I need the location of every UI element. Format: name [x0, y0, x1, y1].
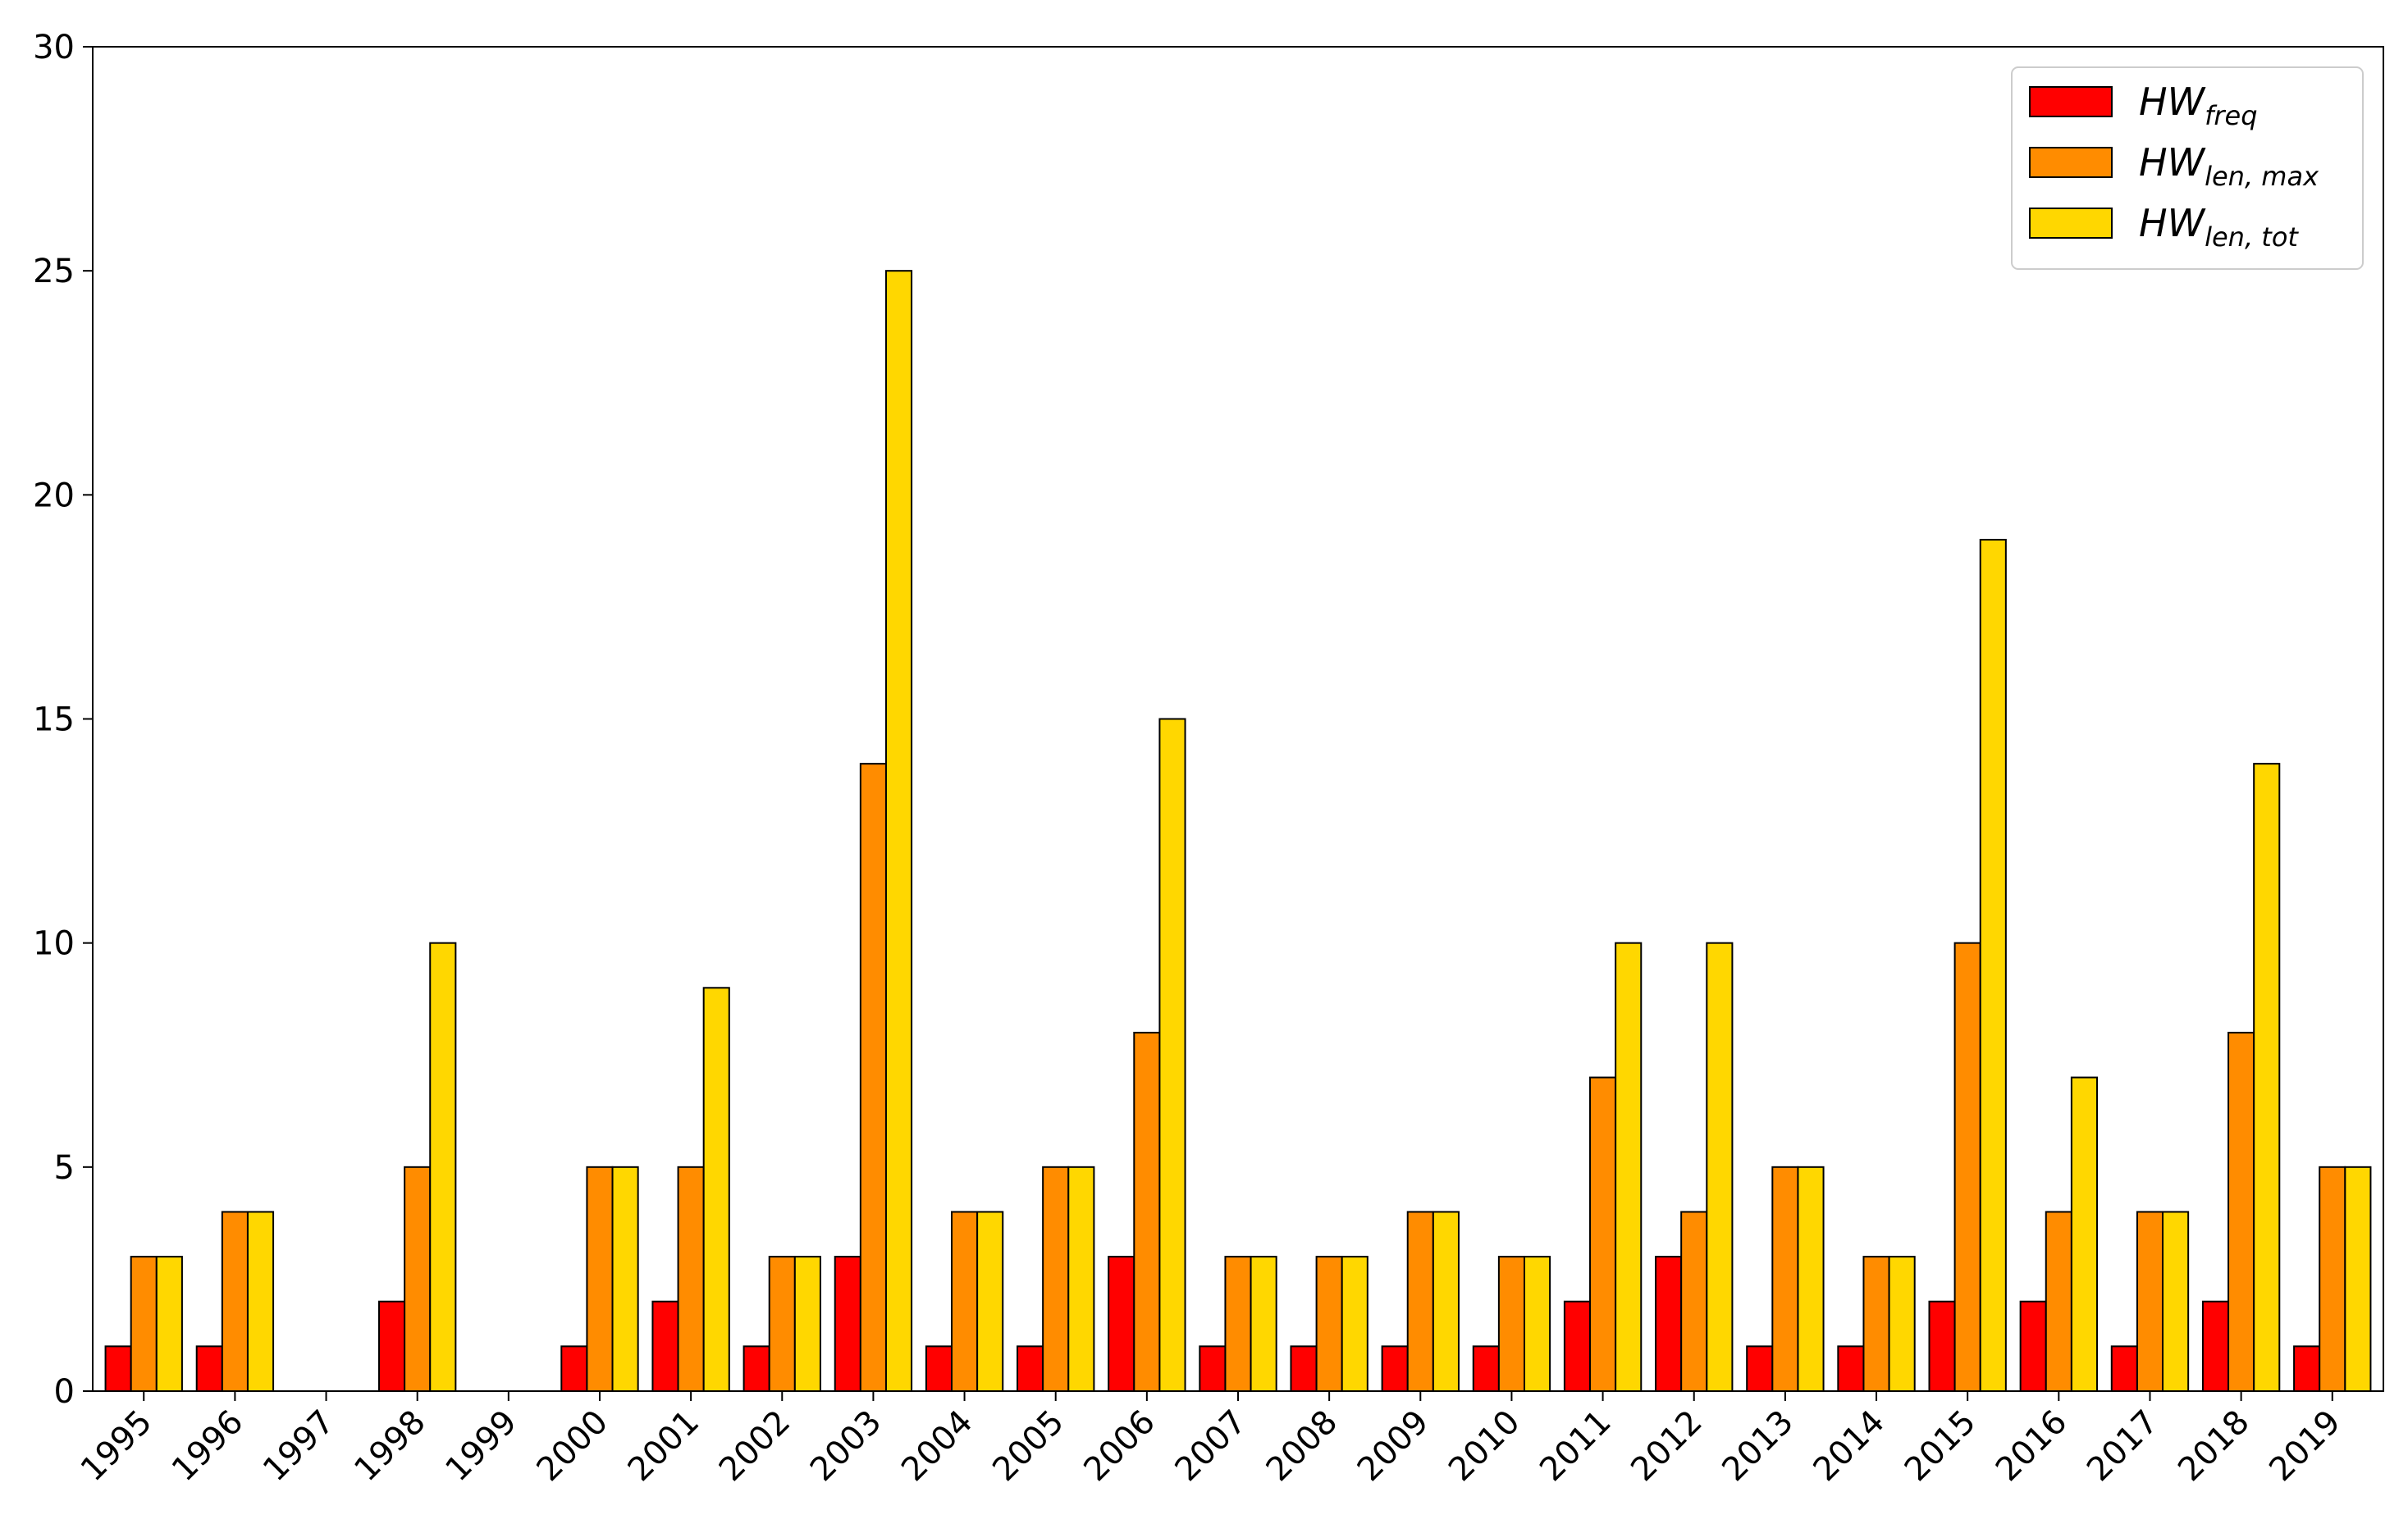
bar-len-max-2013	[1771, 1166, 1799, 1392]
y-tick-label-0: 0	[54, 1373, 75, 1411]
bar-len-tot-2002	[793, 1256, 821, 1392]
bar-freq-2012	[1655, 1256, 1683, 1392]
bar-freq-2004	[925, 1345, 953, 1392]
bar-len-max-2016	[2045, 1211, 2072, 1392]
bar-freq-2010	[1472, 1345, 1500, 1392]
bar-freq-1995	[104, 1345, 132, 1392]
y-tick-label-20: 20	[33, 477, 75, 514]
bar-len-max-2005	[1042, 1166, 1070, 1392]
legend-swatch-2	[2029, 208, 2113, 239]
bar-len-tot-2013	[1797, 1166, 1825, 1392]
y-tick-label-25: 25	[33, 253, 75, 290]
bar-len-max-2009	[1406, 1211, 1434, 1392]
y-tick-label-15: 15	[33, 701, 75, 739]
bar-freq-2008	[1290, 1345, 1318, 1392]
bar-len-max-2000	[586, 1166, 614, 1392]
bar-freq-2011	[1563, 1300, 1592, 1392]
bar-len-max-2002	[768, 1256, 796, 1392]
bar-freq-2002	[743, 1345, 770, 1392]
bar-len-max-2015	[1953, 942, 1981, 1393]
bar-freq-2006	[1108, 1256, 1135, 1392]
bar-len-max-2017	[2136, 1211, 2164, 1392]
bar-freq-2000	[560, 1345, 588, 1392]
bar-freq-2018	[2201, 1300, 2230, 1392]
bar-len-max-1998	[404, 1166, 432, 1392]
bar-freq-2007	[1199, 1345, 1227, 1392]
bar-len-tot-2000	[611, 1166, 639, 1392]
bar-len-tot-1996	[246, 1211, 275, 1392]
bar-len-max-2014	[1862, 1256, 1890, 1392]
y-tick-label-30: 30	[33, 29, 75, 66]
bar-len-tot-2016	[2070, 1076, 2098, 1392]
bar-len-max-2011	[1589, 1076, 1617, 1392]
bar-len-max-2010	[1497, 1256, 1526, 1392]
legend-swatch-1	[2029, 147, 2113, 178]
bar-freq-2019	[2293, 1345, 2321, 1392]
bar-len-tot-1998	[429, 942, 457, 1393]
bars-layer	[104, 270, 2372, 1393]
bar-freq-2017	[2110, 1345, 2138, 1392]
bar-len-tot-2001	[702, 987, 730, 1393]
bar-len-tot-1995	[155, 1256, 183, 1392]
bar-freq-2014	[1837, 1345, 1865, 1392]
bar-len-tot-2008	[1341, 1256, 1368, 1392]
bar-freq-2001	[651, 1300, 679, 1392]
bar-freq-2015	[1928, 1300, 1956, 1392]
bar-freq-2013	[1746, 1345, 1774, 1392]
bar-freq-1998	[378, 1300, 406, 1392]
y-tick-label-10: 10	[33, 925, 75, 963]
bar-freq-2003	[834, 1256, 861, 1392]
bar-freq-1996	[195, 1345, 223, 1392]
y-tick-label-5: 5	[54, 1149, 75, 1187]
bar-len-max-1996	[221, 1211, 249, 1392]
bar-len-tot-2018	[2253, 763, 2281, 1392]
bar-len-max-2008	[1315, 1256, 1343, 1392]
bar-len-tot-2003	[884, 270, 913, 1392]
bar-len-tot-2009	[1432, 1211, 1460, 1392]
bar-len-max-2019	[2319, 1166, 2346, 1392]
bar-freq-2016	[2019, 1300, 2047, 1392]
legend-label-0: HWfreq	[2139, 80, 2258, 131]
legend-label-subscript-1: len, max	[2205, 161, 2319, 192]
bar-len-max-2012	[1680, 1211, 1708, 1392]
bar-len-max-2018	[2228, 1031, 2255, 1393]
bar-freq-2009	[1381, 1345, 1409, 1392]
bar-len-max-2007	[1224, 1256, 1252, 1392]
bar-len-tot-2012	[1706, 942, 1734, 1393]
bar-len-tot-2015	[1979, 538, 2007, 1392]
bar-len-max-1995	[130, 1256, 158, 1392]
bar-len-tot-2007	[1250, 1256, 1277, 1392]
bar-len-tot-2005	[1067, 1166, 1095, 1392]
bar-freq-2005	[1017, 1345, 1044, 1392]
bar-len-tot-2019	[2344, 1166, 2372, 1392]
bar-len-tot-2017	[2162, 1211, 2190, 1392]
legend-label-2: HWlen, tot	[2139, 201, 2299, 253]
bar-len-max-2001	[677, 1166, 705, 1392]
bar-len-tot-2011	[1615, 942, 1643, 1393]
legend-swatch-0	[2029, 86, 2113, 117]
legend-label-subscript-0: freq	[2205, 100, 2257, 131]
bar-len-max-2003	[859, 763, 887, 1392]
bar-len-tot-2006	[1158, 718, 1186, 1392]
bar-len-max-2006	[1133, 1031, 1161, 1393]
bar-len-tot-2014	[1888, 1256, 1916, 1392]
bar-len-tot-2010	[1524, 1256, 1551, 1392]
bar-len-max-2004	[951, 1211, 979, 1392]
legend-label-subscript-2: len, tot	[2205, 221, 2299, 253]
bar-len-tot-2004	[976, 1211, 1004, 1392]
